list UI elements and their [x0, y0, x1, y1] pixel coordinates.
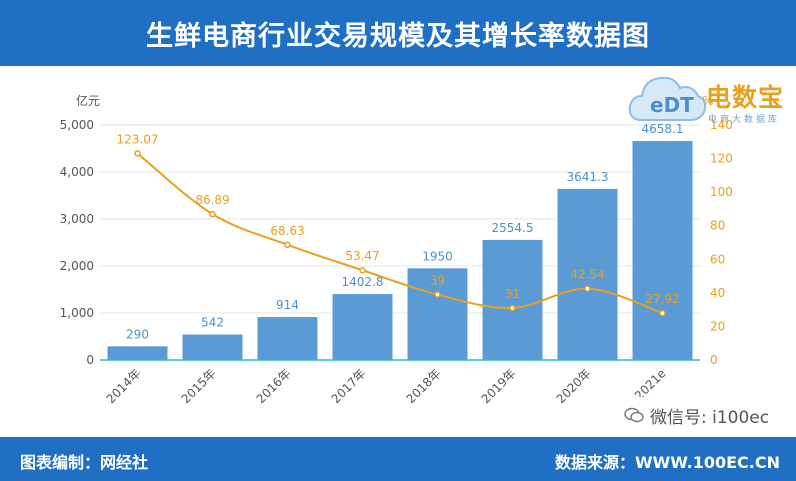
y-tick-label-right: 140 — [710, 118, 733, 132]
bar — [107, 346, 168, 360]
wechat-icon — [624, 407, 644, 423]
line-data-label: 42.54 — [570, 268, 604, 282]
bar — [557, 188, 618, 360]
line-point — [284, 241, 291, 249]
line-point — [509, 304, 516, 312]
y-tick-label-left: 0 — [86, 353, 94, 367]
y-tick-label-left: 1,000 — [60, 306, 94, 320]
bar — [182, 334, 243, 360]
x-tick-label: 2015年 — [179, 366, 219, 406]
logo-subtitle: 电商大数据库 — [708, 115, 781, 125]
y-tick-label-right: 120 — [710, 152, 733, 166]
bar-data-label: 2554.5 — [492, 221, 534, 235]
x-tick-label: 2017年 — [329, 366, 369, 406]
logo-name: 电数宝 — [706, 83, 785, 112]
y-axis-label-left: 亿元 — [76, 93, 100, 108]
line-data-label: 68.63 — [270, 224, 304, 238]
chart-title: 生鲜电商行业交易规模及其增长率数据图 — [146, 20, 650, 52]
bar — [482, 239, 543, 360]
chart-area: 0 1,000 2,000 3,000 4,000 5,000 0 20 40 60 80 100 12… — [60, 93, 733, 406]
line-point — [209, 210, 216, 218]
bar — [407, 268, 468, 360]
y-tick-label-right: 20 — [710, 319, 725, 333]
y-tick-label-left: 5,000 — [60, 118, 94, 132]
y-axis-label-right: % — [702, 94, 713, 108]
x-tick-label: 2018年 — [404, 366, 444, 406]
logo-letters: eDT — [650, 93, 694, 117]
bar-data-label: 4658.1 — [642, 122, 684, 136]
x-tick-label: 2014年 — [104, 366, 144, 406]
line-data-label: 123.07 — [117, 132, 159, 146]
bar — [257, 317, 318, 360]
bar-data-label: 1950 — [422, 249, 453, 263]
line-point — [659, 309, 666, 317]
line-data-label: 27.92 — [645, 292, 679, 306]
y-tick-label-right: 0 — [710, 353, 718, 367]
title-banner: 生鲜电商行业交易规模及其增长率数据图 — [0, 0, 796, 66]
line-data-label: 86.89 — [195, 193, 229, 207]
cloud-logo-icon: eDT — [628, 76, 707, 121]
line-data-label: 53.47 — [345, 249, 379, 263]
y-tick-label-right: 40 — [710, 286, 725, 300]
line-point — [359, 266, 366, 274]
y-tick-label-right: 60 — [710, 252, 725, 266]
bar-data-label: 914 — [276, 298, 299, 312]
bar — [332, 294, 393, 360]
line-point — [584, 285, 591, 292]
footer-credit: 图表编制：网经社 — [20, 453, 149, 472]
footer-banner: 图表编制：网经社 数据来源：WWW.100EC.CN — [0, 437, 796, 481]
bar-data-label: 1402.8 — [342, 275, 384, 289]
line-point — [134, 150, 141, 157]
x-tick-label: 2020年 — [554, 366, 594, 406]
line-data-label: 31 — [505, 287, 520, 301]
line-point — [434, 291, 441, 298]
y-tick-label-right: 80 — [710, 219, 725, 233]
x-tick-label: 2019年 — [479, 366, 519, 406]
y-tick-label-right: 100 — [710, 185, 733, 199]
dianshubao-logo: eDT 电数宝 电商大数据库 — [628, 70, 793, 130]
bar-data-label: 290 — [126, 327, 149, 341]
wechat-badge: 微信号: i100ec — [618, 397, 780, 433]
footer-source: 数据来源：WWW.100EC.CN — [554, 453, 780, 472]
wechat-label: 微信号: i100ec — [650, 407, 770, 428]
x-tick-label: 2016年 — [254, 366, 294, 406]
y-tick-label-left: 2,000 — [60, 259, 94, 273]
line-data-label: 39 — [430, 274, 445, 288]
bar-data-label: 542 — [201, 316, 224, 330]
bar-data-label: 3641.3 — [567, 170, 609, 184]
y-tick-label-left: 3,000 — [60, 212, 94, 226]
bar — [632, 141, 693, 360]
y-tick-label-left: 4,000 — [60, 165, 94, 179]
